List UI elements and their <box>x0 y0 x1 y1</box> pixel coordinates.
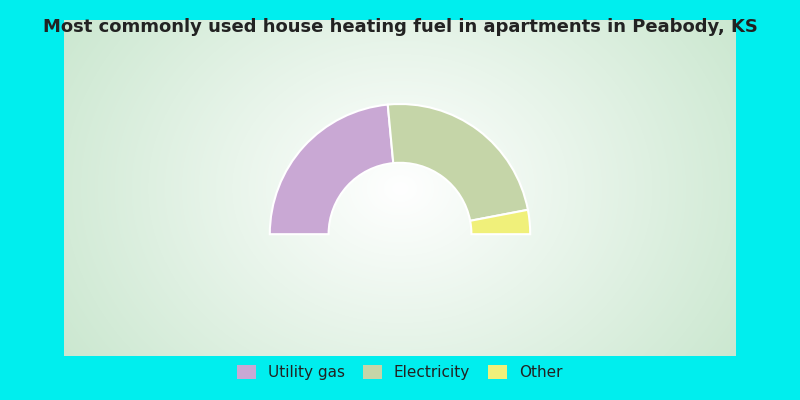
Text: Most commonly used house heating fuel in apartments in Peabody, KS: Most commonly used house heating fuel in… <box>42 18 758 36</box>
Legend: Utility gas, Electricity, Other: Utility gas, Electricity, Other <box>231 359 569 386</box>
Wedge shape <box>270 104 394 234</box>
Wedge shape <box>388 104 528 221</box>
Wedge shape <box>470 210 530 234</box>
